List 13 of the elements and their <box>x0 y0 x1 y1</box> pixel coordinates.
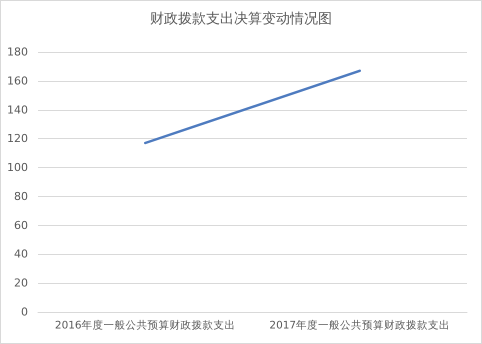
x-tick-label: 2016年度一般公共预算财政拨款支出 <box>54 318 236 332</box>
chart-title: 财政拨款支出决算变动情况图 <box>150 11 332 27</box>
y-tick-label: 40 <box>14 248 28 261</box>
y-tick-label: 80 <box>14 190 28 203</box>
y-tick-label: 160 <box>7 74 28 88</box>
y-tick-label: 120 <box>7 132 28 146</box>
y-tick-label: 140 <box>7 103 28 116</box>
y-tick-label: 180 <box>7 46 28 58</box>
y-tick-label: 0 <box>21 306 28 318</box>
y-tick-label: 100 <box>7 161 28 174</box>
y-tick-label: 60 <box>14 218 28 232</box>
x-tick-label: 2017年度一般公共预算财政拨款支出 <box>269 318 450 332</box>
y-tick-label: 20 <box>14 276 28 290</box>
